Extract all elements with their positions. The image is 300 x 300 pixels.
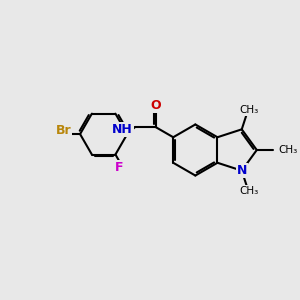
Text: F: F [115, 161, 123, 175]
Text: N: N [237, 164, 247, 177]
Text: O: O [150, 99, 161, 112]
Text: CH₃: CH₃ [278, 145, 297, 155]
Text: Br: Br [56, 124, 71, 137]
Text: CH₃: CH₃ [239, 105, 258, 115]
Text: CH₃: CH₃ [239, 186, 258, 196]
Text: NH: NH [112, 123, 133, 136]
